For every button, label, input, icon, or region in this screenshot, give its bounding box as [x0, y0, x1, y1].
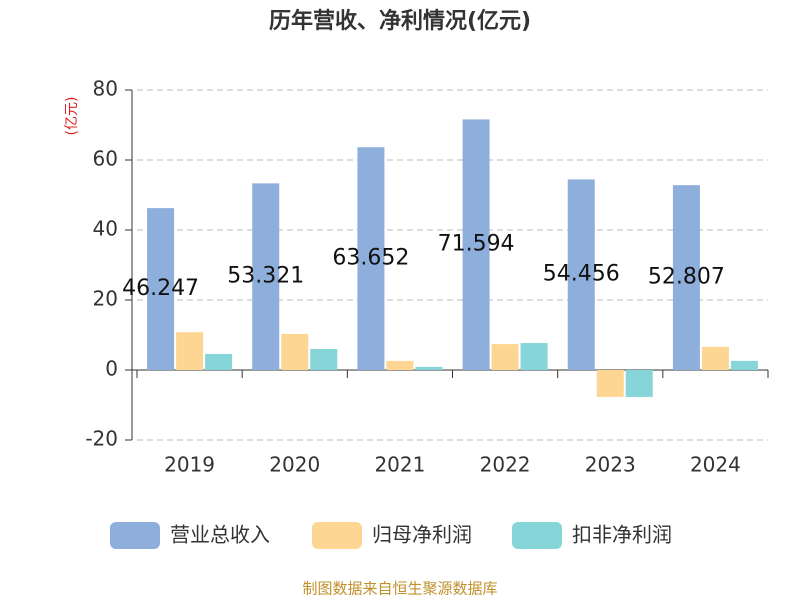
bar — [252, 183, 280, 370]
bar — [357, 147, 385, 370]
data-label: 52.807 — [648, 265, 725, 290]
bar — [491, 344, 519, 370]
bar — [625, 370, 653, 397]
bar — [386, 360, 414, 370]
legend-swatch — [512, 522, 562, 549]
legend-swatch — [312, 522, 362, 549]
x-tick-label: 2023 — [585, 453, 636, 477]
legend-label: 营业总收入 — [170, 523, 270, 547]
bar — [205, 353, 233, 370]
x-tick-label: 2019 — [164, 453, 215, 477]
data-label: 54.456 — [543, 262, 620, 287]
x-tick-label: 2022 — [480, 453, 531, 477]
bar — [596, 370, 624, 397]
bar — [415, 366, 443, 370]
y-tick-label: 60 — [93, 147, 118, 171]
chart-title: 历年营收、净利情况(亿元) — [269, 8, 531, 34]
bar — [701, 346, 729, 370]
data-label: 63.652 — [332, 246, 409, 271]
bar — [730, 360, 758, 370]
x-tick-label: 2024 — [690, 453, 741, 477]
legend-label: 归母净利润 — [372, 523, 472, 547]
bar — [310, 349, 338, 370]
bar — [462, 119, 490, 371]
y-axis-label: (亿元) — [64, 97, 80, 136]
bar — [176, 332, 204, 370]
x-tick-label: 2021 — [374, 453, 425, 477]
y-tick-label: -20 — [85, 427, 118, 451]
bar — [520, 343, 548, 370]
data-label: 53.321 — [227, 264, 304, 289]
data-label: 71.594 — [438, 232, 515, 257]
source-note: 制图数据来自恒生聚源数据库 — [302, 580, 497, 598]
data-label: 46.247 — [122, 276, 199, 301]
bar — [281, 333, 309, 370]
legend-swatch — [110, 522, 160, 549]
bar — [672, 185, 700, 370]
bar — [147, 208, 175, 370]
y-tick-label: 20 — [93, 287, 118, 311]
bar — [567, 179, 595, 370]
y-tick-label: 40 — [93, 217, 118, 241]
legend-label: 扣非净利润 — [572, 523, 672, 547]
y-tick-label: 80 — [93, 77, 118, 101]
y-tick-label: 0 — [105, 357, 118, 381]
x-tick-label: 2020 — [269, 453, 320, 477]
